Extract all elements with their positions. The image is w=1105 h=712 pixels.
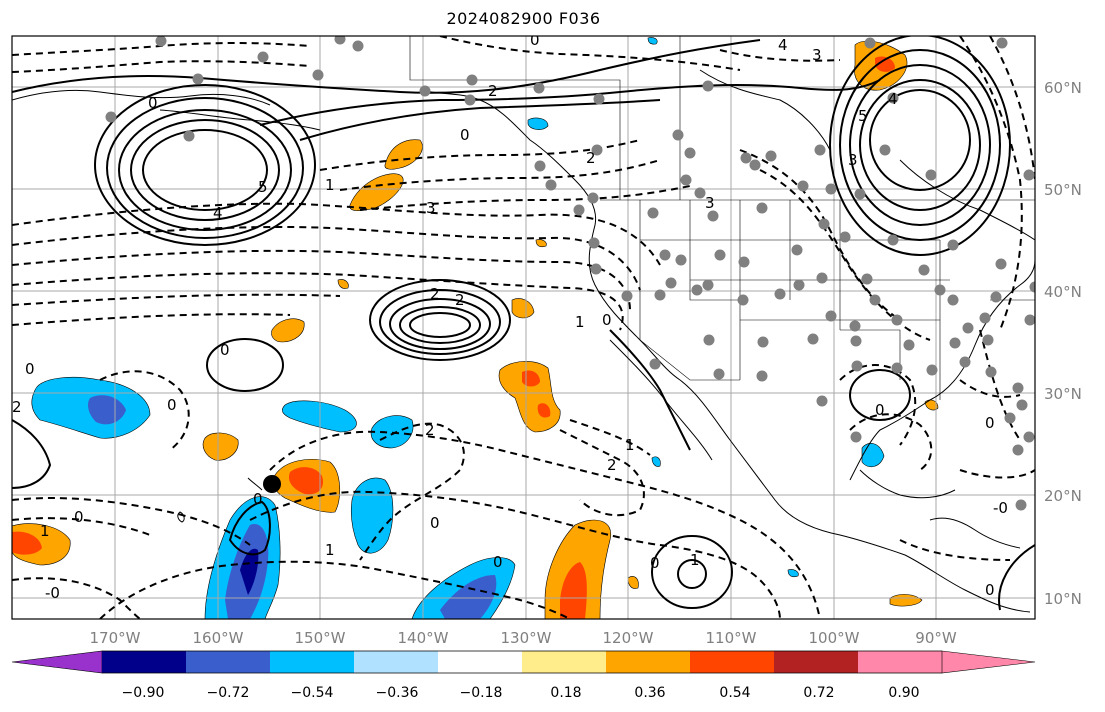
svg-text:10°N: 10°N [1044,590,1082,608]
svg-text:40°N: 40°N [1044,283,1082,301]
svg-text:1: 1 [40,522,50,540]
svg-text:130°W: 130°W [501,629,552,647]
svg-text:5: 5 [858,107,868,125]
svg-text:0: 0 [148,94,158,112]
svg-text:2: 2 [430,285,440,303]
svg-text:0.72: 0.72 [803,685,834,701]
svg-text:90°W: 90°W [915,629,957,647]
svg-text:0: 0 [25,360,35,378]
longitude-labels: 170°W 160°W 150°W 140°W 130°W 120°W 110°… [90,629,957,647]
colorbar-cell [774,651,858,673]
colorbar-ticks: −0.90 −0.72 −0.54 −0.36 −0.18 0.18 0.36 … [122,685,920,701]
svg-text:120°W: 120°W [603,629,654,647]
svg-text:4: 4 [888,90,898,108]
colorbar-cell [354,651,438,673]
map-title: 2024082900 F036 [446,9,601,28]
svg-text:2: 2 [586,149,596,167]
svg-text:4: 4 [213,204,223,222]
colorbar-cell [858,651,942,673]
svg-text:20°N: 20°N [1044,487,1082,505]
svg-text:1: 1 [325,541,335,559]
svg-text:−0.36: −0.36 [376,685,419,701]
svg-text:0.36: 0.36 [634,685,665,701]
svg-text:2: 2 [12,398,22,416]
svg-text:3: 3 [812,46,822,64]
svg-text:140°W: 140°W [398,629,449,647]
positive-anomaly-patches [12,40,939,619]
svg-text:−0.72: −0.72 [207,685,250,701]
svg-text:0: 0 [167,396,177,414]
svg-text:0.54: 0.54 [719,685,750,701]
colorbar [11,650,1036,674]
svg-text:1: 1 [575,313,585,331]
svg-text:160°W: 160°W [193,629,244,647]
positive-contours [12,36,1035,611]
svg-text:0: 0 [460,126,470,144]
svg-text:0: 0 [74,508,84,526]
colorbar-cell [186,651,270,673]
svg-text:5: 5 [258,178,268,196]
svg-text:0: 0 [985,581,995,599]
svg-text:3: 3 [426,199,436,217]
location-marker [263,475,281,493]
svg-text:2: 2 [488,82,498,100]
station-dots [105,36,1035,511]
svg-text:−0.54: −0.54 [291,685,334,701]
svg-text:30°N: 30°N [1044,385,1082,403]
svg-text:110°W: 110°W [706,629,757,647]
svg-text:150°W: 150°W [295,629,346,647]
colorbar-cell [102,651,186,673]
svg-text:2: 2 [607,456,617,474]
svg-text:4: 4 [778,36,788,54]
svg-text:0: 0 [650,554,660,572]
svg-text:1: 1 [325,176,335,194]
colorbar-cell [941,650,1036,674]
colorbar-cell [270,651,354,673]
colorbar-cell [522,651,606,673]
svg-text:−0.90: −0.90 [122,685,165,701]
svg-text:0: 0 [493,553,503,571]
coastlines [12,69,1035,613]
svg-text:0: 0 [430,514,440,532]
svg-text:2: 2 [455,291,465,309]
colorbar-cell [690,651,774,673]
colorbar-cell [438,651,522,673]
colorbar-cell [606,651,690,673]
svg-text:0: 0 [985,414,995,432]
svg-text:−0.18: −0.18 [460,685,503,701]
svg-text:0: 0 [253,490,263,508]
svg-text:0.90: 0.90 [888,685,919,701]
map-frame [11,35,1036,620]
svg-text:-0: -0 [45,584,60,602]
svg-text:0: 0 [220,341,230,359]
svg-text:1: 1 [690,551,700,569]
map-panel [12,36,1035,619]
svg-text:0: 0 [602,311,612,329]
svg-text:100°W: 100°W [809,629,860,647]
latitude-labels: 60°N 50°N 40°N 30°N 20°N 10°N [1044,79,1082,608]
svg-text:3: 3 [705,194,715,212]
svg-text:1: 1 [625,436,635,454]
svg-text:0.18: 0.18 [550,685,581,701]
svg-text:0: 0 [530,31,540,49]
svg-text:-0: -0 [993,499,1008,517]
svg-text:0: 0 [875,401,885,419]
svg-text:2: 2 [425,421,435,439]
colorbar-cell [11,650,103,674]
svg-text:50°N: 50°N [1044,181,1082,199]
negative-anomaly-patches [31,37,885,619]
svg-text:3: 3 [848,151,858,169]
contour-labels: 0 4 5 1 2 0 3 2 3 2 2 1 0 0 0 0 2 1 2 0 … [12,31,1008,602]
svg-text:170°W: 170°W [90,629,141,647]
svg-text:60°N: 60°N [1044,79,1082,97]
